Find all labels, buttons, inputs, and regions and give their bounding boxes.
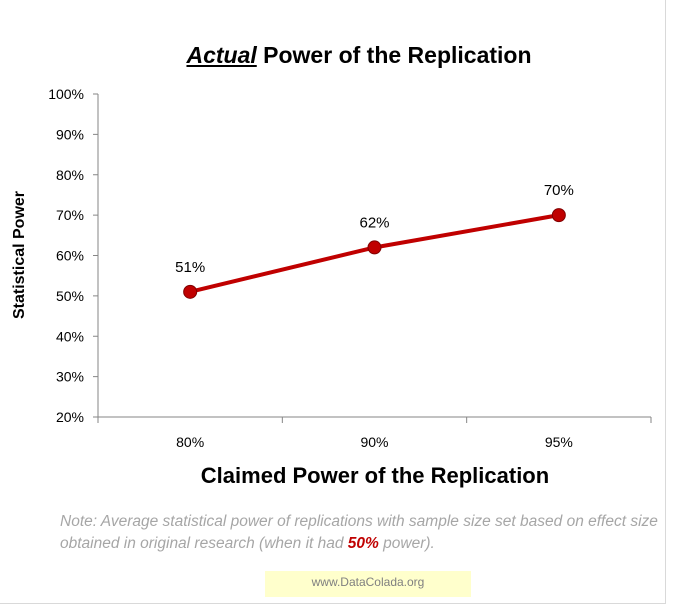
- data-label: 70%: [544, 182, 574, 199]
- chart-title-rest: Power of the Replication: [256, 42, 532, 68]
- y-tick-label: 70%: [56, 207, 84, 223]
- y-tick-label: 90%: [56, 126, 84, 142]
- data-label: 62%: [359, 214, 389, 231]
- y-tick-label: 100%: [48, 86, 84, 102]
- footnote-highlight: 50%: [347, 535, 379, 552]
- data-point: [183, 284, 198, 299]
- y-tick-label: 30%: [56, 369, 84, 385]
- footnote-text-before: Note: Average statistical power of repli…: [60, 513, 658, 552]
- data-point: [551, 208, 566, 223]
- chart-title-emphasis: Actual: [186, 42, 257, 68]
- source-credit: www.DataColada.org: [265, 571, 471, 597]
- x-tick-label: 80%: [176, 434, 204, 450]
- y-tick-label: 80%: [56, 167, 84, 183]
- x-tick-label: 90%: [360, 434, 388, 450]
- data-label: 51%: [175, 259, 205, 276]
- x-tick-label: 95%: [545, 434, 573, 450]
- footnote-text-after: power).: [378, 535, 435, 552]
- y-tick-label: 40%: [56, 328, 84, 344]
- data-point: [367, 240, 382, 255]
- footnote: Note: Average statistical power of repli…: [60, 511, 660, 555]
- x-axis-title: Claimed Power of the Replication: [200, 463, 550, 488]
- y-tick-label: 50%: [56, 288, 84, 304]
- chart-title: Actual Power of the Replication: [0, 42, 674, 69]
- y-tick-label: 60%: [56, 248, 84, 264]
- y-tick-label: 20%: [56, 409, 84, 425]
